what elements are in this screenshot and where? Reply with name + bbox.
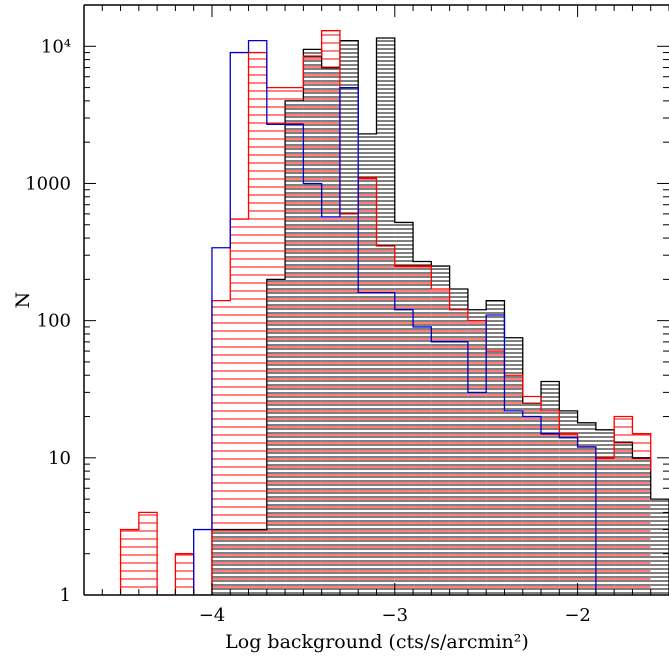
red-series-bar [504,375,523,595]
histogram-series-layer [119,30,669,595]
y-tick-label: 10 [48,448,71,469]
red-series-bar [376,246,395,595]
red-series-bar [522,396,542,595]
x-tick-label: −4 [199,605,226,626]
black-series-bar [650,499,669,595]
y-axis-title: N [12,292,34,309]
red-series-bar [285,87,304,595]
red-series-bar [431,289,450,595]
red-series-bar [211,300,231,595]
red-series-bar [595,457,615,595]
red-series-bar [339,213,359,595]
red-series-bar [358,177,377,595]
x-axis-title: Log background (cts/s/arcmin²) [225,631,529,653]
red-series-bar [248,52,267,595]
red-series-bar [266,87,286,595]
red-series-bar [138,512,158,595]
y-tick-label: 1000 [25,173,71,194]
red-series-bar [449,309,468,595]
red-series-bar [467,320,487,595]
axis-ticks [83,4,669,596]
red-series-bar [303,55,322,595]
blue-series-outline [193,39,597,595]
red-series-outline [119,30,652,595]
red-series-bar [541,410,560,595]
y-tick-label: 1 [60,585,71,606]
y-tick-label: 10⁴ [41,36,71,57]
tick-labels: −4 −3 −2 1 10 100 1000 10⁴ [25,36,591,626]
blue-series-bar [194,530,212,595]
x-tick-label: −2 [564,605,591,626]
red-series-bar [486,351,505,595]
red-series-bar [120,529,139,595]
red-series-bar [230,219,249,595]
red-series-bar [175,553,194,595]
black-series-outline [211,37,669,595]
blue-series [193,39,597,595]
red-series-bar [321,30,340,595]
x-tick-label: −3 [382,605,409,626]
red-series-bar [632,433,651,595]
red-series-bar [394,266,414,595]
red-series-bar [614,416,633,595]
red-series-bar [559,433,578,595]
red-series [119,30,652,595]
red-series-bar [413,266,432,595]
y-tick-label: 100 [37,311,71,332]
red-series-bar [577,446,596,595]
